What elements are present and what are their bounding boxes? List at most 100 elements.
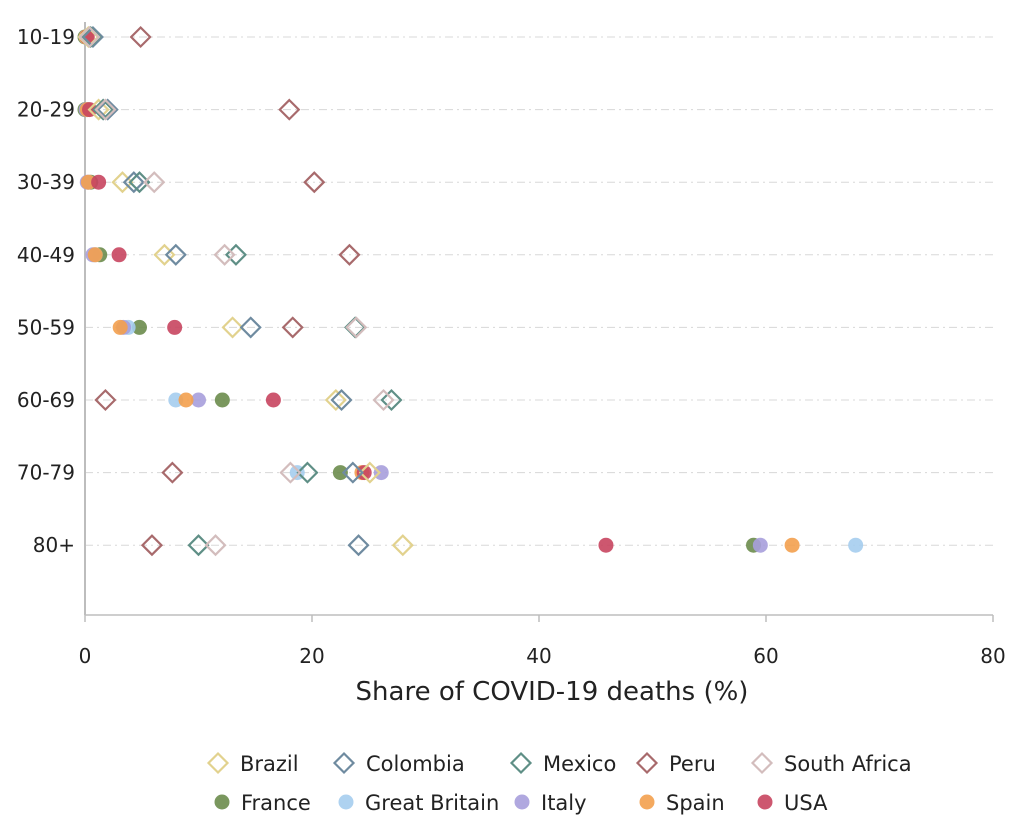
point-south-africa-40-49: [213, 243, 236, 266]
y-tick-label: 40-49: [17, 243, 75, 267]
legend-item-france: France: [214, 791, 311, 815]
point-great-britain-80+: [848, 537, 864, 553]
legend-marker-great-britain: [338, 794, 354, 810]
x-tick-label: 60: [753, 644, 778, 668]
y-tick-label: 50-59: [17, 315, 75, 339]
point-colombia-10-19: [81, 25, 105, 49]
point-colombia-70-79: [341, 461, 364, 484]
legend-marker-spain: [639, 794, 655, 810]
point-colombia-50-59: [239, 316, 262, 339]
legend-item-spain: Spain: [639, 791, 725, 815]
legend-label: Italy: [541, 791, 587, 815]
legend-label: Brazil: [240, 752, 299, 776]
legend-marker-brazil: [206, 751, 230, 775]
y-tick-label: 10-19: [17, 25, 75, 49]
x-tick-label: 80: [980, 644, 1005, 668]
legend-marker-italy: [514, 794, 530, 810]
point-peru-30-39: [303, 171, 326, 194]
point-peru-80+: [140, 534, 164, 557]
point-italy-60-69: [191, 392, 206, 408]
legend-marker-usa: [757, 794, 773, 810]
y-tick-labels: 10-19 20-29 30-39 40-49 50-59 60-69 70-79 80+: [17, 25, 75, 557]
point-usa-80+: [598, 537, 614, 553]
legend: Brazil Colombia Mexico Peru South Africa Fran…: [206, 751, 912, 815]
legend-marker-peru: [635, 751, 659, 775]
point-italy-80+: [752, 537, 768, 553]
y-tick-label: 60-69: [17, 388, 75, 412]
legend-label: Mexico: [543, 752, 616, 776]
data-points: [77, 25, 864, 557]
legend-item-usa: USA: [757, 791, 828, 815]
legend-item-peru: Peru: [635, 751, 716, 776]
point-south-africa-80+: [204, 534, 227, 557]
legend-marker-colombia: [332, 751, 356, 775]
point-spain-40-49: [87, 247, 103, 263]
y-tick-label: 30-39: [17, 170, 75, 194]
point-france-50-59: [131, 319, 147, 335]
legend-label: South Africa: [784, 752, 912, 776]
point-brazil-60-69: [324, 388, 347, 412]
point-colombia-20-29: [96, 98, 119, 121]
x-tick-label: 20: [299, 644, 324, 668]
point-france-70-79: [332, 465, 348, 481]
point-peru-50-59: [281, 316, 304, 339]
point-brazil-80+: [391, 534, 414, 557]
point-colombia-60-69: [330, 388, 353, 412]
point-usa-60-69: [265, 392, 281, 408]
legend-marker-france: [214, 794, 230, 810]
x-tick-labels: 0 20 40 60 80: [79, 615, 1006, 668]
legend-marker-south-africa: [750, 751, 774, 775]
point-south-africa-50-59: [345, 316, 368, 339]
point-brazil-50-59: [221, 316, 244, 339]
point-usa-40-49: [111, 247, 127, 263]
legend-item-colombia: Colombia: [332, 751, 465, 776]
legend-label: Spain: [666, 791, 725, 815]
legend-label: Colombia: [366, 752, 465, 776]
point-south-africa-20-29: [94, 98, 117, 121]
x-tick-label: 40: [526, 644, 551, 668]
legend-item-italy: Italy: [514, 791, 587, 815]
point-south-africa-70-79: [279, 461, 302, 484]
point-spain-60-69: [178, 392, 194, 408]
point-peru-20-29: [278, 98, 301, 121]
point-mexico-60-69: [380, 388, 403, 412]
point-mexico-70-79: [296, 461, 319, 484]
point-usa-70-79: [356, 465, 372, 481]
legend-label: Great Britain: [365, 791, 499, 815]
point-south-africa-10-19: [78, 25, 101, 49]
legend-marker-mexico: [509, 751, 533, 775]
legend-label: USA: [784, 791, 828, 815]
point-brazil-70-79: [358, 461, 381, 484]
point-mexico-80+: [187, 534, 210, 557]
point-france-60-69: [214, 392, 230, 408]
point-south-africa-30-39: [143, 171, 166, 194]
point-peru-60-69: [94, 388, 117, 412]
point-peru-70-79: [161, 461, 184, 484]
point-usa-30-39: [91, 174, 107, 190]
legend-item-brazil: Brazil: [206, 751, 299, 776]
y-tick-label: 80+: [33, 533, 75, 557]
x-axis-label: Share of COVID-19 deaths (%): [356, 677, 749, 707]
legend-item-mexico: Mexico: [509, 751, 616, 776]
point-mexico-20-29: [92, 98, 115, 121]
point-south-africa-60-69: [372, 388, 395, 412]
gridlines: [85, 36, 993, 546]
point-mexico-30-39: [128, 171, 151, 194]
legend-label: Peru: [669, 752, 716, 776]
point-peru-10-19: [129, 25, 152, 49]
legend-item-great-britain: Great Britain: [338, 791, 499, 815]
point-colombia-80+: [347, 534, 370, 557]
point-peru-40-49: [338, 243, 361, 266]
legend-label: France: [241, 791, 311, 815]
legend-item-south-africa: South Africa: [750, 751, 912, 776]
point-italy-70-79: [373, 465, 389, 481]
point-spain-80+: [784, 537, 800, 553]
point-spain-50-59: [112, 319, 128, 335]
point-brazil-20-29: [87, 98, 110, 121]
point-colombia-40-49: [164, 243, 187, 266]
point-usa-50-59: [167, 319, 183, 335]
point-colombia-30-39: [122, 171, 145, 194]
x-tick-label: 0: [79, 644, 92, 668]
y-tick-label: 70-79: [17, 461, 75, 485]
